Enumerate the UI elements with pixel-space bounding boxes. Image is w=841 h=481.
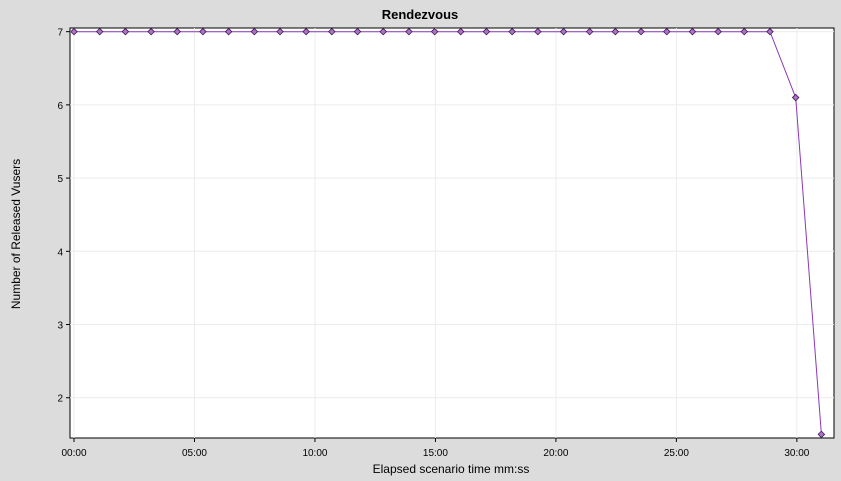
- data-point-marker: [817, 430, 826, 439]
- x-tick-label: 00:00: [61, 448, 86, 459]
- data-point-marker: [585, 27, 594, 36]
- data-point-marker: [688, 27, 697, 36]
- axes: 2 3 4 5 6 7 00:00 05:00 10:00 15:00 20:00 25:00 30:0…: [57, 28, 809, 459]
- y-tick-label: 6: [57, 101, 63, 112]
- data-point-marker: [508, 27, 516, 36]
- data-point-marker: [559, 27, 568, 36]
- x-tick-label: 20:00: [543, 448, 568, 459]
- data-point-marker: [662, 27, 671, 36]
- y-tick-label: 3: [57, 321, 63, 332]
- y-tick-label: 5: [57, 174, 63, 185]
- y-axis-label: Number of Released Vusers: [9, 159, 23, 309]
- plot-area: [69, 27, 835, 439]
- data-point-marker: [405, 27, 413, 36]
- data-point-marker: [766, 27, 774, 36]
- x-tick-label: 30:00: [784, 448, 809, 459]
- data-point-marker: [147, 27, 155, 36]
- data-point-marker: [430, 27, 439, 36]
- data-point-marker: [250, 27, 259, 36]
- data-point-marker: [276, 27, 284, 36]
- data-point-marker: [482, 27, 491, 36]
- series-line: [74, 31, 822, 435]
- data-point-marker: [637, 27, 645, 36]
- data-point-marker: [328, 27, 336, 36]
- y-tick-label: 7: [57, 28, 63, 39]
- data-point-marker: [379, 27, 387, 36]
- data-point-marker: [534, 27, 542, 36]
- data-point-marker: [70, 27, 78, 36]
- y-tick-label: 2: [57, 394, 63, 405]
- data-point-marker: [456, 27, 465, 36]
- data-point-marker: [302, 27, 310, 36]
- x-tick-label: 25:00: [664, 448, 689, 459]
- x-tick-label: 05:00: [182, 448, 207, 459]
- data-point-marker: [791, 93, 800, 102]
- data-point-marker: [611, 27, 620, 36]
- x-tick-label: 10:00: [302, 448, 327, 459]
- x-axis-label: Elapsed scenario time mm:ss: [373, 462, 530, 476]
- data-point-marker: [714, 27, 722, 36]
- data-point-marker: [173, 27, 181, 36]
- data-point-marker: [224, 27, 233, 36]
- data-point-marker: [353, 27, 362, 36]
- data-point-marker: [740, 27, 749, 36]
- chart-title: Rendezvous: [382, 7, 459, 22]
- series-layer: [70, 27, 826, 439]
- x-tick-label: 15:00: [423, 448, 448, 459]
- y-tick-label: 4: [57, 247, 63, 258]
- data-point-marker: [95, 27, 104, 36]
- data-point-marker: [199, 27, 207, 36]
- data-point-marker: [121, 27, 130, 36]
